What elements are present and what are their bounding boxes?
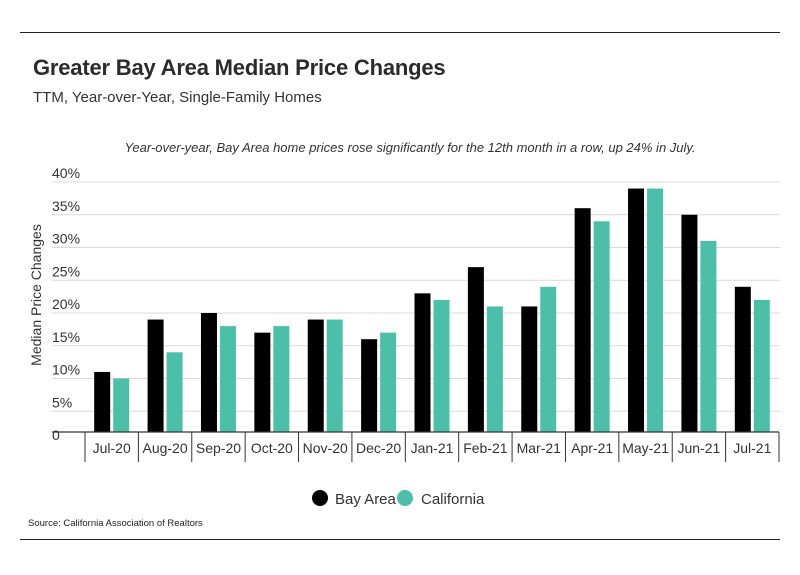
bar-bay-area-aug-20 xyxy=(147,319,164,432)
legend-label-california: California xyxy=(421,491,485,508)
bar-bay-area-jul-21 xyxy=(734,286,751,432)
bar-bay-area-jul-20 xyxy=(94,371,111,432)
source-note: Source: California Association of Realto… xyxy=(28,518,203,529)
bar-california-oct-20 xyxy=(273,326,290,432)
top-rule xyxy=(20,32,780,33)
chart-annotation: Year-over-year, Bay Area home prices ros… xyxy=(124,140,695,155)
x-tick-label: Feb-21 xyxy=(463,440,508,456)
x-tick-label: May-21 xyxy=(622,440,669,456)
x-tick-label: Jun-21 xyxy=(678,440,721,456)
legend-swatch-bay-area xyxy=(312,490,328,506)
bar-bay-area-mar-21 xyxy=(521,306,538,432)
x-tick-label: Aug-20 xyxy=(142,440,187,456)
bar-california-jan-21 xyxy=(433,299,450,432)
bar-bay-area-dec-20 xyxy=(361,339,378,432)
legend-label-bay-area: Bay Area xyxy=(335,491,397,508)
bar-california-jul-20 xyxy=(113,378,130,432)
bar-california-aug-20 xyxy=(166,352,183,432)
x-tick-label: Sep-20 xyxy=(196,440,241,456)
bar-bay-area-jan-21 xyxy=(414,293,431,432)
bar-california-may-21 xyxy=(647,188,664,432)
bar-california-feb-21 xyxy=(486,306,503,432)
bar-california-dec-20 xyxy=(380,332,397,432)
bar-bay-area-oct-20 xyxy=(254,332,271,432)
x-tick-label: Apr-21 xyxy=(571,440,613,456)
bar-bay-area-apr-21 xyxy=(574,208,591,432)
legend-swatch-california xyxy=(397,490,413,506)
y-tick-label: 10% xyxy=(52,362,80,378)
bar-bay-area-feb-21 xyxy=(467,267,484,432)
bar-bay-area-jun-21 xyxy=(681,214,698,432)
bar-california-jun-21 xyxy=(700,240,717,432)
x-tick-label: Dec-20 xyxy=(356,440,401,456)
bars xyxy=(94,188,770,432)
bar-california-nov-20 xyxy=(326,319,343,432)
x-tick-label: Jul-21 xyxy=(733,440,771,456)
y-tick-label: 20% xyxy=(52,296,80,312)
y-axis-ticks: 0 5% 10% 15% 20% 25% 30% 35% 40% xyxy=(52,165,80,443)
legend: Bay Area California xyxy=(312,490,485,508)
x-tick-label: Jul-20 xyxy=(93,440,131,456)
bar-bay-area-sep-20 xyxy=(200,313,217,432)
x-axis: Jul-20 Aug-20 Sep-20 Oct-20 Nov-20 Dec-20 Jan-… xyxy=(52,431,780,462)
y-axis-label: Median Price Changes xyxy=(28,224,44,366)
bar-california-sep-20 xyxy=(219,326,236,432)
x-tick-label: Mar-21 xyxy=(517,440,562,456)
y-tick-label: 35% xyxy=(52,198,80,214)
x-tick-label: Jan-21 xyxy=(411,440,454,456)
x-tick-label: Oct-20 xyxy=(251,440,293,456)
y-tick-label: 25% xyxy=(52,263,80,279)
bar-california-jul-21 xyxy=(753,299,770,432)
bar-california-apr-21 xyxy=(593,221,610,432)
bar-bay-area-may-21 xyxy=(628,188,645,432)
x-tick-label: Nov-20 xyxy=(303,440,348,456)
y-tick-label: 15% xyxy=(52,329,80,345)
y-tick-label: 0 xyxy=(52,427,60,443)
chart-subtitle: TTM, Year-over-Year, Single-Family Homes xyxy=(33,89,322,106)
chart-title: Greater Bay Area Median Price Changes xyxy=(33,55,446,80)
y-tick-label: 30% xyxy=(52,231,80,247)
bottom-rule xyxy=(20,539,780,540)
y-tick-label: 5% xyxy=(52,394,72,410)
bar-bay-area-nov-20 xyxy=(307,319,324,432)
y-tick-label: 40% xyxy=(52,165,80,181)
bar-california-mar-21 xyxy=(540,286,557,432)
